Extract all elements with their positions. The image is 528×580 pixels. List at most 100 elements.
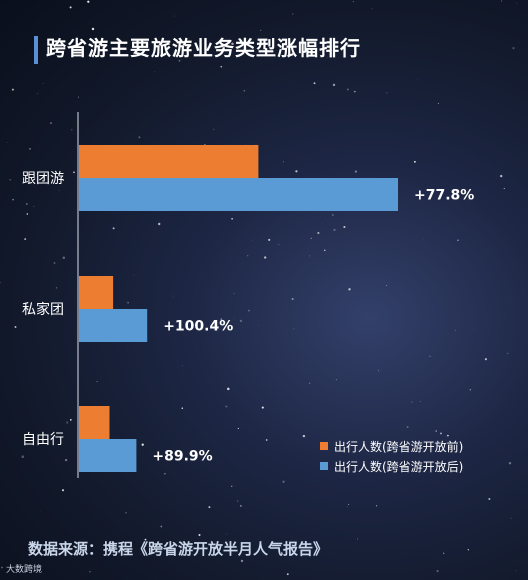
star xyxy=(268,238,271,241)
star xyxy=(516,2,518,4)
star xyxy=(313,82,316,85)
star xyxy=(9,178,12,181)
star xyxy=(53,261,56,265)
star xyxy=(164,473,166,475)
star xyxy=(227,387,230,391)
star xyxy=(247,255,249,257)
star xyxy=(154,71,156,73)
star xyxy=(386,284,388,286)
star xyxy=(126,549,128,551)
star xyxy=(14,326,17,328)
star xyxy=(348,288,351,291)
star xyxy=(12,198,14,201)
star xyxy=(467,549,469,551)
data-label-private-tour: +100.4% xyxy=(163,319,233,335)
star xyxy=(59,189,60,191)
star xyxy=(6,141,8,143)
bar-group-tour-after xyxy=(79,178,398,211)
star xyxy=(471,329,473,330)
star xyxy=(357,538,358,540)
star xyxy=(236,500,239,502)
star xyxy=(468,199,470,201)
star xyxy=(213,128,215,131)
star xyxy=(510,517,512,519)
data-source: 数据来源：携程《跨省游开放半月人气报告》 xyxy=(28,540,329,558)
star xyxy=(326,57,328,58)
star xyxy=(71,129,73,131)
star xyxy=(160,525,163,528)
star xyxy=(417,78,418,80)
star xyxy=(64,458,68,462)
star xyxy=(278,244,280,245)
title-accent-bar xyxy=(34,36,38,64)
star xyxy=(258,324,260,326)
star xyxy=(237,427,239,430)
star xyxy=(226,533,228,535)
legend-label-after: 出行人数(跨省游开放后) xyxy=(334,459,464,474)
bar-private-tour-after xyxy=(79,309,148,342)
star xyxy=(125,512,127,514)
star xyxy=(199,51,202,54)
star xyxy=(42,83,44,84)
star xyxy=(346,506,348,508)
star xyxy=(91,27,95,31)
star xyxy=(11,88,14,91)
star xyxy=(89,571,91,573)
chart-title: 跨省游主要旅游业务类型涨幅排行 xyxy=(46,36,361,60)
star xyxy=(332,214,334,216)
bar-independent-travel-before xyxy=(79,406,110,439)
star xyxy=(181,407,184,410)
star xyxy=(178,59,181,62)
star xyxy=(208,506,211,509)
category-label-group-tour: 跟团游 xyxy=(22,171,64,187)
star xyxy=(1,566,3,569)
legend-swatch-after xyxy=(320,462,328,470)
data-label-group-tour: +77.8% xyxy=(414,188,474,204)
legend-item-before: 出行人数(跨省游开放前) xyxy=(320,436,463,456)
star xyxy=(88,21,90,22)
star xyxy=(61,489,65,492)
star xyxy=(26,203,28,205)
category-label-independent-travel: 自由行 xyxy=(22,432,64,448)
bar-independent-travel-after xyxy=(79,439,137,472)
star xyxy=(501,0,503,2)
star xyxy=(141,443,144,446)
star xyxy=(440,432,442,435)
star xyxy=(507,352,509,354)
star xyxy=(240,505,242,507)
star xyxy=(282,161,284,163)
star xyxy=(512,46,515,50)
star xyxy=(138,136,141,139)
star xyxy=(29,148,31,150)
star xyxy=(0,281,1,284)
star xyxy=(328,49,331,51)
star xyxy=(324,249,326,252)
star xyxy=(419,401,421,402)
legend-item-after: 出行人数(跨省游开放后) xyxy=(320,456,463,476)
star xyxy=(21,455,25,458)
star xyxy=(198,533,201,537)
star xyxy=(40,510,41,512)
star xyxy=(220,65,223,68)
star xyxy=(144,538,147,541)
watermark: 大数跨境 xyxy=(6,565,43,575)
star xyxy=(454,329,456,331)
star xyxy=(62,179,64,181)
bar-group-tour-before xyxy=(79,145,259,178)
star xyxy=(133,274,135,276)
star xyxy=(240,559,244,563)
star xyxy=(317,231,320,235)
category-label-private-tour: 私家团 xyxy=(22,301,64,318)
star xyxy=(33,205,35,207)
star xyxy=(335,379,337,381)
star xyxy=(286,573,289,576)
star xyxy=(333,228,336,232)
star xyxy=(309,255,310,257)
star xyxy=(55,287,58,289)
star xyxy=(457,239,459,241)
star xyxy=(231,485,233,487)
star xyxy=(348,503,350,505)
star xyxy=(69,6,72,9)
star xyxy=(112,227,115,230)
